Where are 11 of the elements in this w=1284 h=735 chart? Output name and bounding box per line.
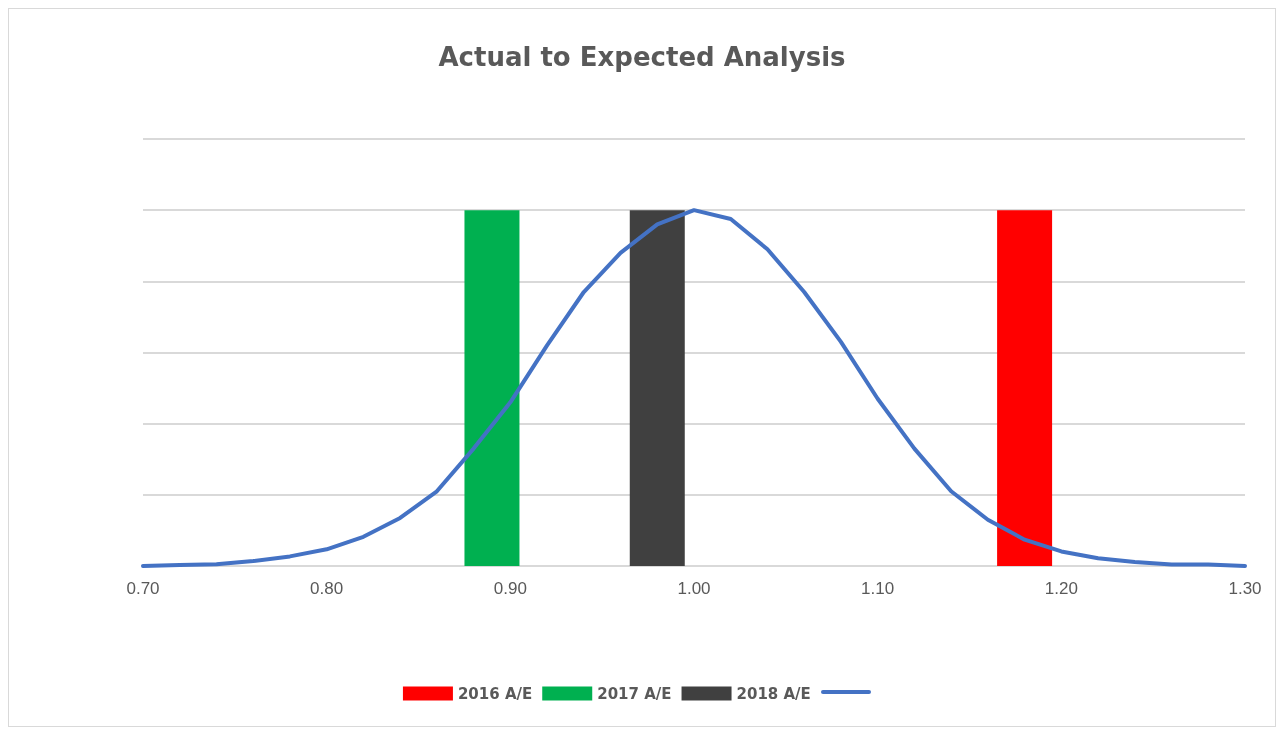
chart-title: Actual to Expected Analysis [438, 42, 846, 72]
x-tick-label: 1.10 [861, 579, 895, 598]
legend-label: 2018 A/E [736, 684, 811, 703]
x-tick-label: 0.80 [310, 579, 344, 598]
legend-label: 2017 A/E [597, 684, 672, 703]
x-tick-label: 1.20 [1044, 579, 1078, 598]
x-tick-label: 0.90 [493, 579, 527, 598]
x-tick-label: 1.30 [1228, 579, 1262, 598]
legend-label: 2016 A/E [457, 684, 533, 703]
x-tick-label: 0.70 [126, 579, 160, 598]
x-tick-label: 1.00 [677, 579, 711, 598]
